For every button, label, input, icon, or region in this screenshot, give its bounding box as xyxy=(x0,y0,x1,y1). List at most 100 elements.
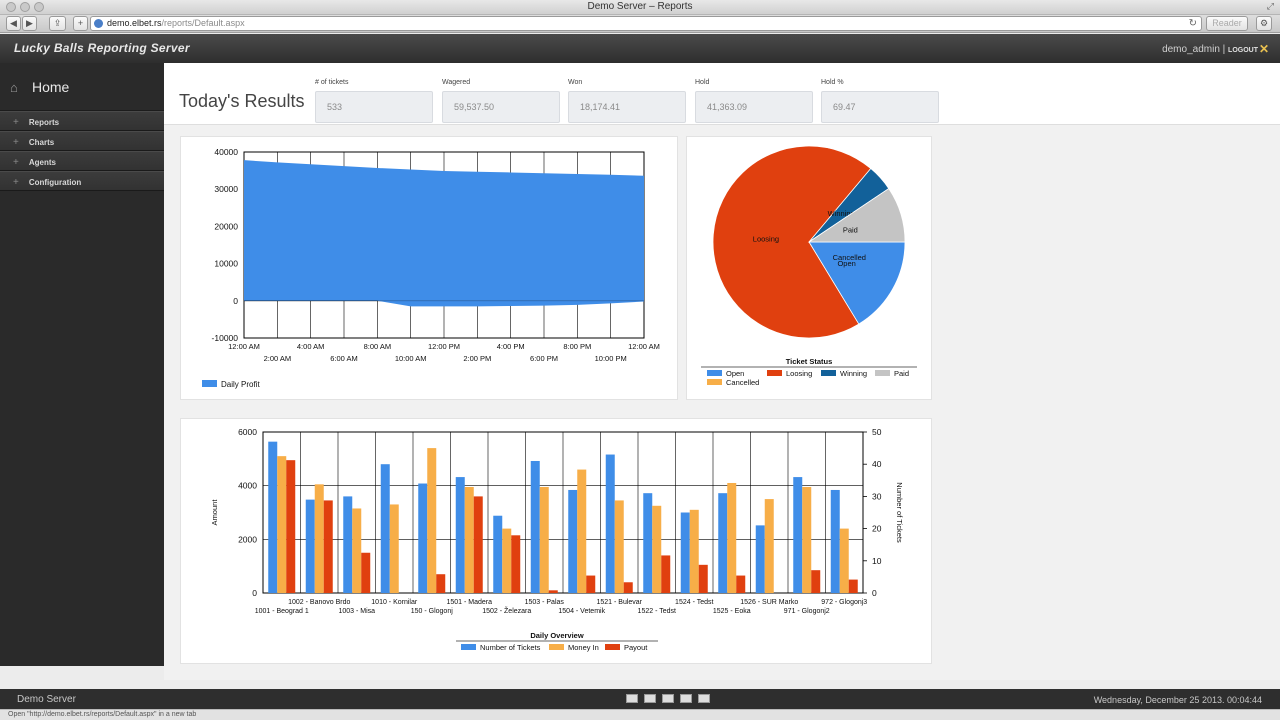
results-summary: Today's Results # of tickets 533 Wagered… xyxy=(164,63,1280,125)
x-tick-label: 1003 - Misa xyxy=(338,608,375,615)
y2-tick-label: 40 xyxy=(872,459,882,469)
x-tick-label: 6:00 PM xyxy=(530,354,558,363)
logout-link[interactable]: LOGOUT xyxy=(1228,47,1258,54)
y2-tick-label: 20 xyxy=(872,524,882,534)
stat-wagered: Wagered 59,537.50 xyxy=(442,79,560,123)
window-view-icon[interactable] xyxy=(698,694,710,703)
bar xyxy=(380,464,390,593)
bar xyxy=(811,570,821,593)
pie-label: Loosing xyxy=(753,235,779,244)
fullscreen-icon[interactable]: ⤢ xyxy=(1266,1,1274,11)
bar xyxy=(848,579,858,593)
sidebar-home[interactable]: ⌂ Home xyxy=(0,63,164,111)
address-bar[interactable]: demo.elbet.rs/reports/Default.aspx ↻ xyxy=(90,16,1202,31)
x-tick-label: 1503 - Palas xyxy=(525,599,565,606)
bar xyxy=(436,574,446,593)
bar xyxy=(623,582,633,593)
y-tick-label: 2000 xyxy=(238,534,257,544)
x-tick-label: 12:00 AM xyxy=(228,342,260,351)
bar xyxy=(605,454,615,593)
y-tick-label: 0 xyxy=(252,588,257,598)
logout-icon[interactable]: ✕ xyxy=(1258,42,1269,56)
stat-won: Won 18,174.41 xyxy=(568,79,686,123)
sidebar-item-reports[interactable]: + Reports xyxy=(0,111,164,131)
daily-overview-panel: 0 2000 4000 6000 0 10 20 30 40 50 1001 - Beograd 1… xyxy=(180,418,932,664)
x-tick-label: 8:00 PM xyxy=(563,342,591,351)
bar xyxy=(736,575,746,593)
share-button[interactable]: ⇪ xyxy=(49,16,66,31)
user-box: demo_admin | LOGOUT xyxy=(1162,44,1258,55)
y-tick-label: 6000 xyxy=(238,427,257,437)
bar xyxy=(493,515,503,593)
legend-label: Cancelled xyxy=(726,378,759,387)
legend-swatch xyxy=(707,379,722,385)
x-tick-label: 4:00 PM xyxy=(497,342,525,351)
plus-icon: + xyxy=(13,157,19,168)
new-tab-button[interactable]: + xyxy=(73,16,88,31)
split-view-icon[interactable] xyxy=(680,694,692,703)
settings-button[interactable]: ⚙ xyxy=(1256,16,1272,31)
bar xyxy=(793,477,803,593)
bar xyxy=(314,484,324,593)
bar xyxy=(511,535,521,593)
list-view-icon[interactable] xyxy=(626,694,638,703)
bar xyxy=(680,512,690,593)
x-tick-label: 1501 - Madera xyxy=(446,599,492,606)
stat-value: 69.47 xyxy=(821,91,939,123)
sidebar-item-label: Configuration xyxy=(28,178,82,187)
gear-icon: ⚙ xyxy=(1259,18,1269,28)
legend-label: Loosing xyxy=(786,369,812,378)
bar xyxy=(755,525,765,593)
home-icon: ⌂ xyxy=(10,80,18,95)
bar xyxy=(586,575,596,593)
sidebar-item-label: Agents xyxy=(28,158,56,167)
back-button[interactable]: ◀ xyxy=(6,16,21,31)
y-tick-label: 30000 xyxy=(214,184,238,194)
stat-label: Wagered xyxy=(442,79,471,86)
profit-area xyxy=(244,160,644,307)
bar xyxy=(455,477,465,593)
plus-icon: + xyxy=(13,117,19,128)
bar xyxy=(268,441,278,593)
x-tick-label: 12:00 PM xyxy=(428,342,460,351)
bar xyxy=(839,528,849,593)
x-tick-label: 1524 - Tedst xyxy=(675,599,713,606)
footer-toolbar xyxy=(626,694,710,703)
y-tick-label: 0 xyxy=(233,296,238,306)
grid-view-icon[interactable] xyxy=(644,694,656,703)
pie-label: Winning xyxy=(828,209,855,218)
x-tick-label: 2:00 AM xyxy=(264,354,292,363)
bar xyxy=(352,508,362,593)
bar xyxy=(698,564,708,593)
stat-hold-percent: Hold % 69.47 xyxy=(821,79,939,123)
x-tick-label: 1504 - Vetemik xyxy=(558,608,605,615)
plus-icon: + xyxy=(13,137,19,148)
back-arrow-icon: ◀ xyxy=(10,18,17,28)
y2-tick-label: 0 xyxy=(872,588,877,598)
legend-label: Daily Profit xyxy=(221,380,260,389)
url-path: /reports/Default.aspx xyxy=(161,18,245,28)
x-tick-label: 8:00 AM xyxy=(364,342,392,351)
bar xyxy=(577,469,587,593)
sidebar-item-configuration[interactable]: + Configuration xyxy=(0,171,164,191)
columns-view-icon[interactable] xyxy=(662,694,674,703)
footer-datetime: Wednesday, December 25 2013. 00:04:44 xyxy=(1093,695,1262,705)
stat-value: 533 xyxy=(315,91,433,123)
sidebar-item-agents[interactable]: + Agents xyxy=(0,151,164,171)
legend-swatch xyxy=(202,380,217,387)
brand-title: Lucky Balls Reporting Server xyxy=(14,41,190,55)
y-tick-label: 4000 xyxy=(238,481,257,491)
bar xyxy=(361,552,371,593)
chart-title: Daily Overview xyxy=(530,631,584,640)
y-tick-label: 10000 xyxy=(214,259,238,269)
forward-button[interactable]: ▶ xyxy=(22,16,37,31)
minimize-window-button[interactable] xyxy=(20,2,30,12)
close-window-button[interactable] xyxy=(6,2,16,12)
reader-button[interactable]: Reader xyxy=(1206,16,1248,31)
reload-icon[interactable]: ↻ xyxy=(1188,18,1197,29)
sidebar-item-charts[interactable]: + Charts xyxy=(0,131,164,151)
bar xyxy=(689,509,699,593)
zoom-window-button[interactable] xyxy=(34,2,44,12)
daily-profit-panel: -10000 0 10000 20000 30000 40000 12:00 AM 2:00 … xyxy=(180,136,678,400)
x-tick-label: 1522 - Tedst xyxy=(638,608,676,615)
